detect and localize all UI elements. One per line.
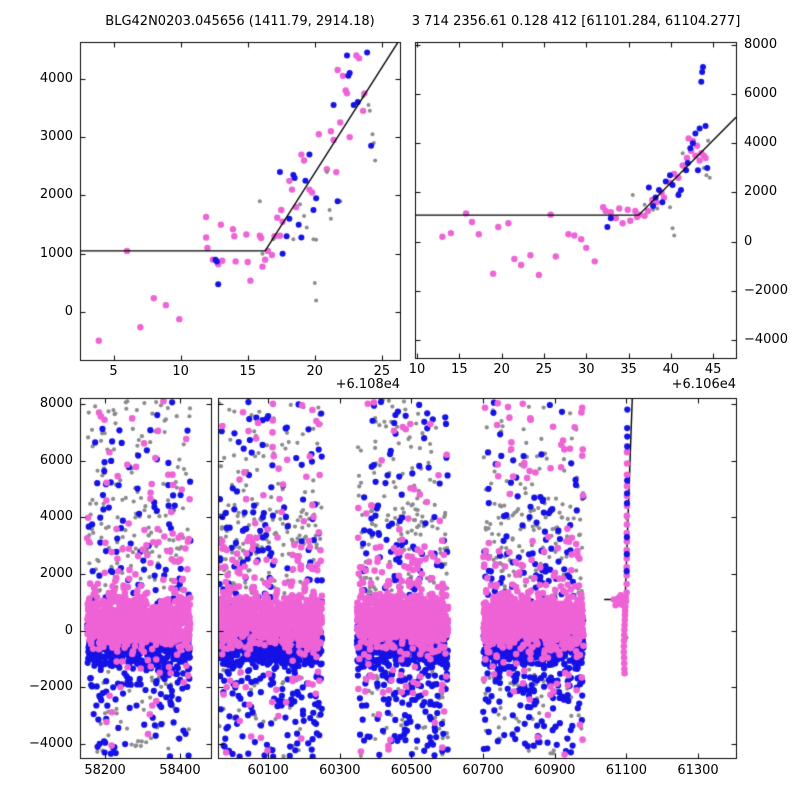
light-curve-figure: BLG42N0203.045656 (1411.79, 2914.18) 3 7… — [0, 0, 800, 800]
figure-canvas — [0, 0, 800, 800]
